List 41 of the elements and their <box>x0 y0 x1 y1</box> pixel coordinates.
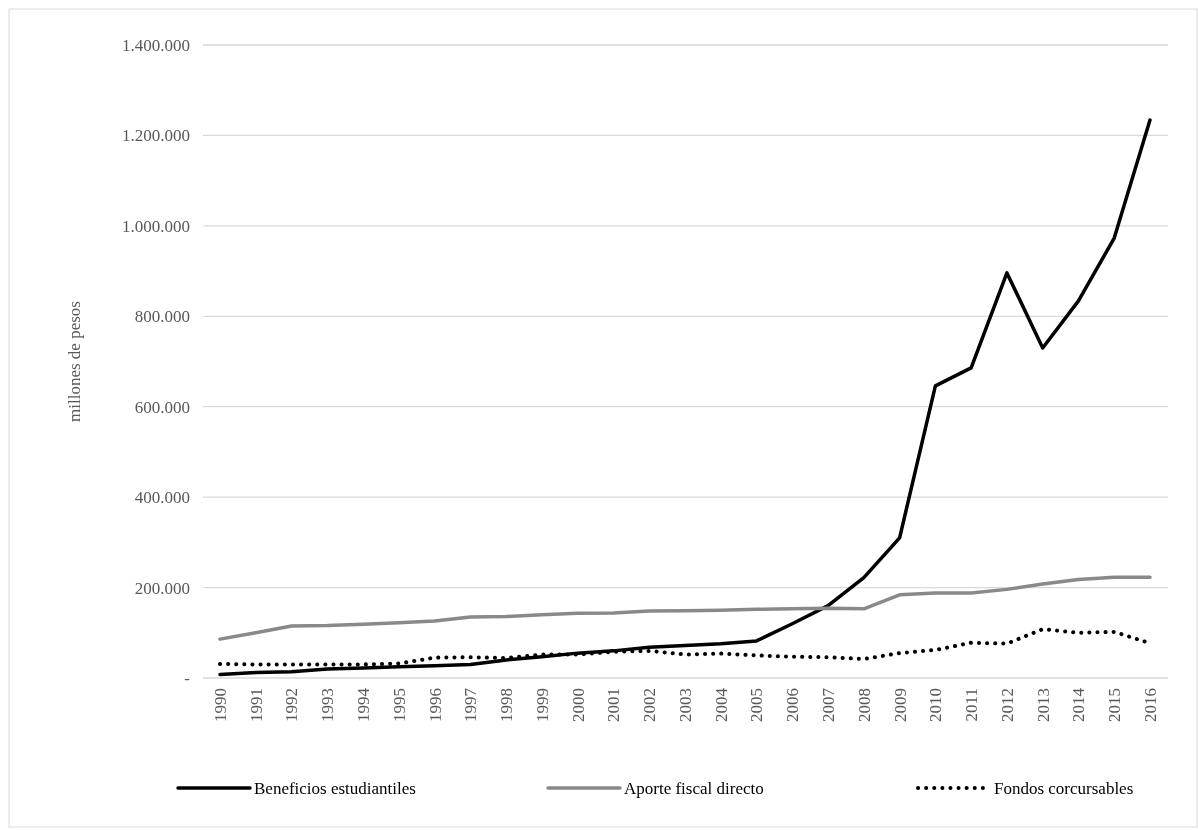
legend-label: Beneficios estudiantiles <box>254 778 416 798</box>
x-tick-label: 2008 <box>854 688 874 722</box>
x-tick-label: 2011 <box>962 688 982 722</box>
x-tick-label: 1995 <box>389 688 409 722</box>
x-tick-label: 2003 <box>675 688 695 722</box>
x-tick-label: 2009 <box>890 688 910 722</box>
x-tick-label: 1991 <box>246 688 266 722</box>
line-series <box>218 118 1152 677</box>
x-tick-label: 2007 <box>819 687 839 722</box>
y-tick-label: 600.000 <box>134 397 190 417</box>
x-tick-label: 1992 <box>282 688 302 722</box>
y-tick-label: 800.000 <box>134 307 190 327</box>
y-tick-label: 1.400.000 <box>122 35 190 55</box>
y-tick-label: 200.000 <box>134 578 190 598</box>
x-tick-label: 1994 <box>354 687 374 722</box>
x-tick-label: 2002 <box>640 688 660 722</box>
x-tick-label: 2015 <box>1105 688 1125 722</box>
y-tick-label: 1.200.000 <box>122 126 190 146</box>
x-tick-label: 1999 <box>532 688 552 722</box>
x-tick-label: 2012 <box>997 688 1017 722</box>
line-series <box>218 575 1152 641</box>
x-tick-label: 1997 <box>461 687 481 722</box>
x-tick-label: 1998 <box>497 688 517 722</box>
x-tick-label: 1990 <box>210 688 230 722</box>
x-tick-label: 2010 <box>926 688 946 722</box>
y-tick-label: - <box>184 668 191 688</box>
x-tick-label: 2004 <box>711 687 731 722</box>
x-tick-label: 2001 <box>604 688 624 722</box>
x-tick-label: 2014 <box>1069 687 1089 722</box>
x-tick-label: 1996 <box>425 688 445 722</box>
x-tick-label: 2000 <box>568 688 588 722</box>
legend-label: Fondos corcursables <box>994 778 1134 798</box>
x-tick-label: 2005 <box>747 688 767 722</box>
x-tick-label: 2016 <box>1140 688 1160 722</box>
x-tick-label: 2006 <box>783 688 803 722</box>
x-tick-label: 2013 <box>1033 688 1053 722</box>
y-tick-label: 400.000 <box>134 488 190 508</box>
y-axis-title: millones de pesos <box>65 301 84 422</box>
y-tick-label: 1.000.000 <box>122 216 190 236</box>
x-tick-label: 1993 <box>318 688 338 722</box>
legend-label: Aporte fiscal directo <box>624 778 764 798</box>
